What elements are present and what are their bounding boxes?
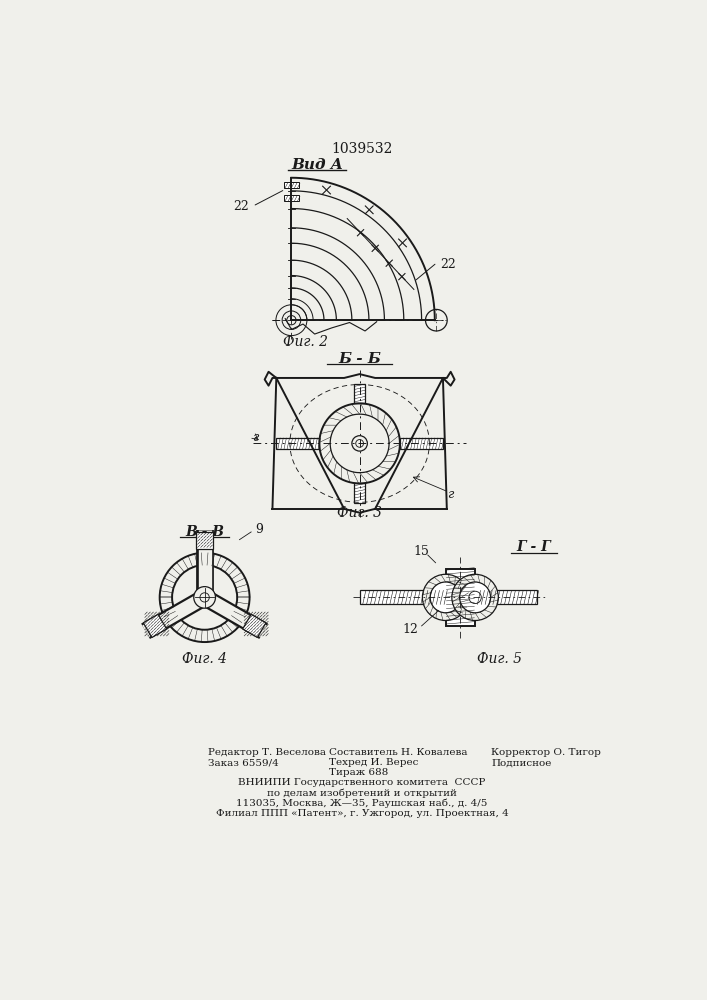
Text: Фиг. 3: Фиг. 3 <box>337 506 382 520</box>
Polygon shape <box>243 614 266 637</box>
Polygon shape <box>196 532 213 549</box>
Text: 22: 22 <box>440 258 456 271</box>
Text: Тираж 688: Тираж 688 <box>329 768 388 777</box>
Text: 113035, Москва, Ж—35, Раушская наб., д. 4/5: 113035, Москва, Ж—35, Раушская наб., д. … <box>236 798 488 808</box>
Text: Заказ 6559/4: Заказ 6559/4 <box>209 758 279 767</box>
Text: по делам изобретений и открытий: по делам изобретений и открытий <box>267 788 457 798</box>
Circle shape <box>194 587 216 608</box>
Bar <box>284 195 299 201</box>
Text: Фиг. 5: Фиг. 5 <box>477 652 522 666</box>
Circle shape <box>422 574 469 620</box>
Text: 1039532: 1039532 <box>332 142 392 156</box>
Text: Техред И. Верес: Техред И. Верес <box>329 758 418 767</box>
Text: 15: 15 <box>414 545 430 558</box>
Circle shape <box>172 565 237 630</box>
Circle shape <box>460 582 491 613</box>
Text: Составитель Н. Ковалева: Составитель Н. Ковалева <box>329 748 467 757</box>
Text: 12: 12 <box>402 623 418 636</box>
Text: Фиг. 4: Фиг. 4 <box>182 652 227 666</box>
Text: Редактор Т. Веселова: Редактор Т. Веселова <box>209 748 327 757</box>
Text: Фиг. 2: Фиг. 2 <box>283 335 328 349</box>
Text: Г - Г: Г - Г <box>517 540 551 554</box>
Circle shape <box>430 582 461 613</box>
Circle shape <box>160 553 250 642</box>
Text: г: г <box>448 488 454 501</box>
Bar <box>400 438 443 449</box>
Polygon shape <box>144 614 167 637</box>
Bar <box>475 590 537 604</box>
Bar <box>361 590 445 604</box>
Text: 22: 22 <box>233 200 249 213</box>
Bar <box>354 384 365 403</box>
Text: В - В: В - В <box>185 525 224 539</box>
Text: Корректор О. Тигор: Корректор О. Тигор <box>491 748 601 757</box>
Bar <box>276 438 320 449</box>
Bar <box>284 182 299 188</box>
Text: г: г <box>252 431 259 444</box>
Text: 9: 9 <box>255 523 263 536</box>
Text: ВНИИПИ Государственного комитета  СССР: ВНИИПИ Государственного комитета СССР <box>238 778 486 787</box>
Text: Вид A: Вид A <box>291 158 343 172</box>
Bar <box>354 483 365 503</box>
Text: Филиал ППП «Патент», г. Ужгород, ул. Проектная, 4: Филиал ППП «Патент», г. Ужгород, ул. Про… <box>216 808 508 818</box>
Bar <box>445 569 475 626</box>
Text: Подписное: Подписное <box>491 758 551 767</box>
Circle shape <box>452 574 498 620</box>
Text: Б - Б: Б - Б <box>338 352 381 366</box>
